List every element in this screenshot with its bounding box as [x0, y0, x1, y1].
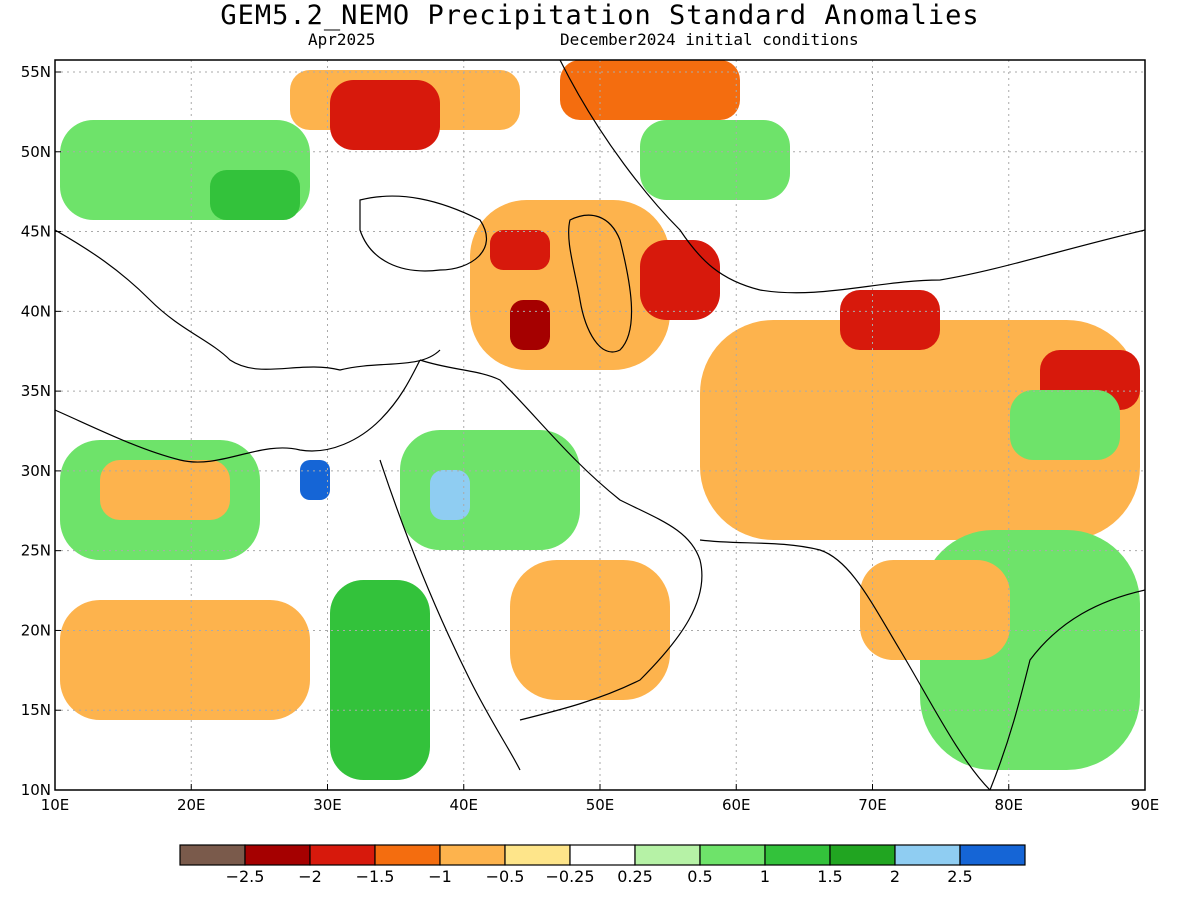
- colorbar-label: 1: [760, 867, 770, 886]
- map-title: GEM5.2_NEMO Precipitation Standard Anoma…: [220, 0, 980, 31]
- colorbar-label: −1: [428, 867, 452, 886]
- anomaly-patch: [560, 60, 740, 120]
- colorbar-label: 2: [890, 867, 900, 886]
- colorbar-label: −0.25: [545, 867, 594, 886]
- anomaly-patch: [100, 460, 230, 520]
- lat-tick-label: 40N: [21, 302, 51, 320]
- lat-tick-label: 45N: [21, 223, 51, 241]
- lat-tick-label: 10N: [21, 781, 51, 799]
- colorbar-label: −1.5: [356, 867, 395, 886]
- lat-tick-label: 55N: [21, 63, 51, 81]
- lon-tick-label: 50E: [586, 796, 615, 814]
- lon-tick-label: 30E: [313, 796, 342, 814]
- anomaly-patch: [330, 80, 440, 150]
- lat-tick-label: 25N: [21, 542, 51, 560]
- anomaly-patch: [640, 120, 790, 200]
- anomaly-patch: [510, 300, 550, 350]
- colorbar-label: −2.5: [226, 867, 265, 886]
- anomaly-patch: [700, 320, 1140, 540]
- anomaly-patch: [330, 580, 430, 780]
- colorbar-swatch: [764, 844, 831, 866]
- colorbar-swatch: [894, 844, 961, 866]
- anomaly-patch: [430, 470, 470, 520]
- initial-conditions: December2024 initial conditions: [560, 30, 859, 49]
- colorbar-swatch: [179, 844, 246, 866]
- anomaly-patch: [640, 240, 720, 320]
- anomaly-patch: [840, 290, 940, 350]
- colorbar-swatch: [829, 844, 896, 866]
- anomaly-patch: [1010, 390, 1120, 460]
- lon-tick-label: 10E: [41, 796, 70, 814]
- colorbar: −2.5 −2 −1.5 −1 −0.5 −0.25 0.25 0.5 1 1.5 2 2.5: [179, 844, 1026, 886]
- lon-tick-label: 20E: [177, 796, 206, 814]
- colorbar-swatch: [504, 844, 571, 866]
- lon-tick-label: 70E: [858, 796, 887, 814]
- anomaly-patch: [300, 460, 330, 500]
- colorbar-swatch: [699, 844, 766, 866]
- colorbar-label: 0.25: [617, 867, 653, 886]
- colorbar-label: 1.5: [817, 867, 842, 886]
- anomaly-patch: [490, 230, 550, 270]
- lat-tick-label: 15N: [21, 701, 51, 719]
- colorbar-label: 2.5: [947, 867, 972, 886]
- colorbar-swatch: [309, 844, 376, 866]
- lon-tick-label: 60E: [722, 796, 751, 814]
- colorbar-swatch: [439, 844, 506, 866]
- anomaly-patch: [210, 170, 300, 220]
- colorbar-swatch: [374, 844, 441, 866]
- anomaly-patch: [400, 430, 580, 550]
- lon-tick-label: 90E: [1131, 796, 1160, 814]
- colorbar-label: −2: [298, 867, 322, 886]
- forecast-month: Apr2025: [308, 30, 376, 49]
- lon-tick-label: 80E: [994, 796, 1023, 814]
- lat-tick-label: 35N: [21, 382, 51, 400]
- lat-tick-label: 20N: [21, 621, 51, 639]
- colorbar-label: 0.5: [687, 867, 712, 886]
- lat-tick-label: 30N: [21, 462, 51, 480]
- anomaly-patch: [60, 600, 310, 720]
- colorbar-swatch: [569, 844, 636, 866]
- lat-tick-label: 50N: [21, 143, 51, 161]
- colorbar-swatch: [244, 844, 311, 866]
- coastlines: [55, 60, 1145, 790]
- colorbar-label: −0.5: [486, 867, 525, 886]
- lon-tick-label: 40E: [449, 796, 478, 814]
- lat-lon-grid: [55, 60, 1145, 790]
- anomaly-patch: [860, 560, 1010, 660]
- colorbar-swatch: [634, 844, 701, 866]
- colorbar-swatch: [959, 844, 1026, 866]
